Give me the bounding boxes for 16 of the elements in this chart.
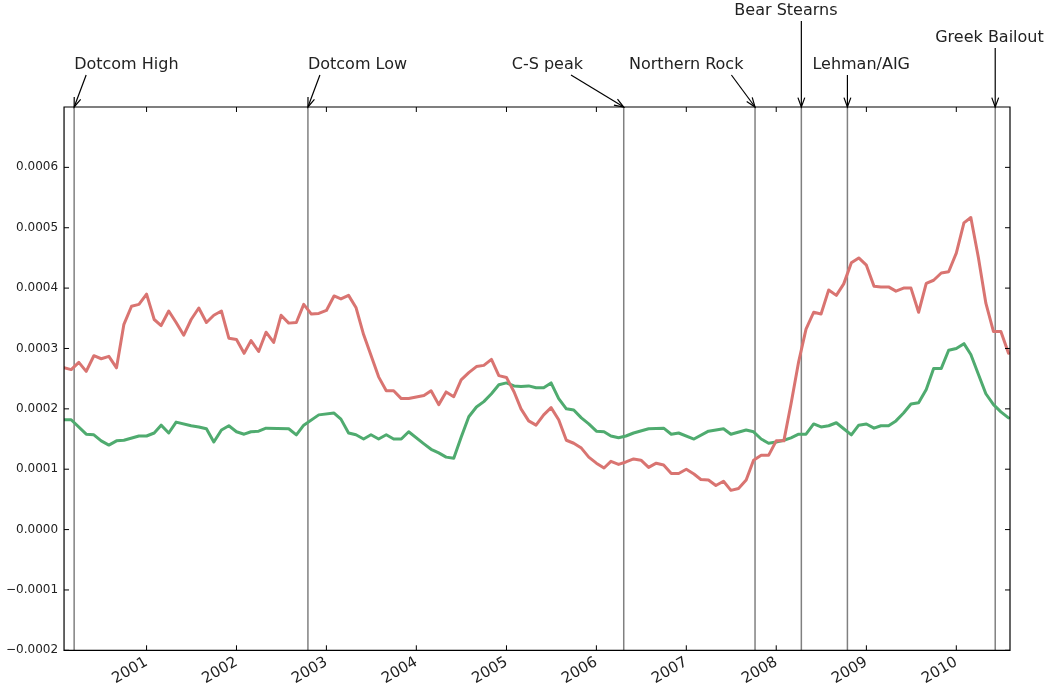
ref-line-label: Lehman/AIG	[812, 54, 911, 74]
ref-line-label: Bear Stearns	[734, 0, 838, 20]
ref-line-label: Dotcom High	[74, 54, 179, 74]
ref-line-label: C-S peak	[511, 54, 584, 74]
y-tick-label: 0.0004	[16, 280, 59, 295]
ref-line-label: Dotcom Low	[307, 54, 408, 74]
y-tick-label: 0.0000	[16, 521, 59, 536]
y-tick-label: 0.0005	[16, 219, 59, 234]
y-tick-label: 0.0002	[16, 400, 59, 415]
ref-line-label: Greek Bailout	[935, 27, 1044, 47]
y-tick-label: −0.0001	[6, 582, 59, 597]
y-tick-label: 0.0001	[16, 461, 59, 476]
y-tick-label: 0.0006	[16, 159, 59, 174]
y-tick-label: −0.0002	[6, 642, 59, 657]
y-tick-label: 0.0003	[16, 340, 59, 355]
ref-line-label: Northern Rock	[629, 54, 745, 74]
